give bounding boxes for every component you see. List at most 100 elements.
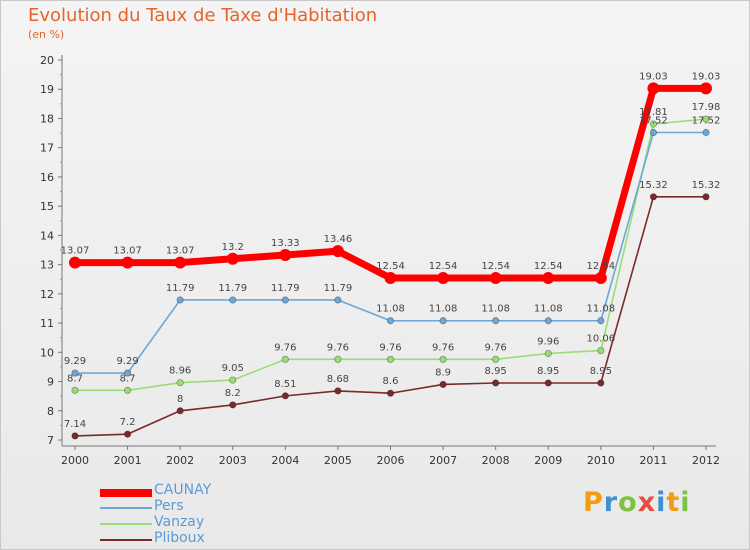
data-label-vanzay: 8.7 [67, 373, 83, 384]
data-point-pers [386, 317, 395, 325]
legend-item-caunay[interactable]: CAUNAY [100, 482, 260, 500]
data-point-vanzay [123, 386, 132, 394]
data-point-pliboux [702, 193, 710, 201]
data-label-pers: 11.08 [587, 304, 616, 315]
data-label-pliboux: 8.51 [274, 379, 296, 390]
data-label-pliboux: 15.32 [692, 180, 721, 191]
data-point-pliboux [386, 389, 395, 397]
data-label-caunay: 13.07 [61, 246, 90, 257]
data-point-vanzay [439, 355, 447, 363]
x-tick-label: 2012 [692, 454, 720, 467]
logo-letter: o [618, 487, 638, 518]
data-label-pliboux: 7.2 [120, 417, 136, 428]
logo-letter: r [603, 487, 619, 518]
proxiti-logo[interactable]: Proxiti [583, 487, 691, 518]
data-label-pliboux: 7.14 [64, 419, 86, 430]
data-point-caunay [647, 82, 660, 95]
data-label-caunay: 13.07 [113, 246, 142, 257]
data-label-pers: 11.79 [324, 283, 353, 294]
data-point-pliboux [229, 401, 237, 409]
legend-label-vanzay: Vanzay [154, 514, 205, 530]
data-point-pliboux [334, 387, 342, 395]
y-tick-label: 10 [40, 346, 54, 359]
data-point-vanzay [702, 115, 710, 123]
data-point-vanzay [71, 386, 79, 394]
data-label-vanzay: 10.06 [587, 334, 616, 345]
x-tick-label: 2004 [271, 454, 299, 467]
data-point-caunay [489, 272, 502, 285]
data-label-pliboux: 8.95 [485, 366, 507, 377]
data-point-pers [334, 296, 342, 304]
x-tick-label: 2001 [114, 454, 142, 467]
data-label-pliboux: 8.95 [590, 366, 612, 377]
data-label-vanzay: 9.76 [432, 342, 454, 353]
data-point-pers [597, 317, 605, 325]
data-label-caunay: 13.33 [271, 238, 300, 249]
data-label-vanzay: 9.76 [327, 342, 349, 353]
data-point-caunay [279, 248, 292, 261]
x-tick-label: 2010 [587, 454, 615, 467]
y-tick-label: 7 [47, 434, 54, 447]
data-label-caunay: 13.2 [222, 242, 244, 253]
data-point-caunay [384, 272, 397, 285]
legend-item-pliboux[interactable]: Pliboux [100, 530, 260, 548]
data-label-caunay: 13.46 [324, 234, 353, 245]
data-point-caunay [331, 245, 344, 258]
data-label-caunay: 12.54 [429, 261, 458, 272]
y-tick-label: 13 [40, 259, 54, 272]
data-point-caunay [121, 256, 134, 269]
data-point-pliboux [123, 430, 132, 438]
data-label-pers: 17.52 [692, 115, 721, 126]
data-label-pers: 11.08 [481, 304, 510, 315]
data-label-pers: 17.52 [639, 115, 668, 126]
data-point-vanzay [334, 355, 342, 363]
data-label-vanzay: 17.98 [692, 102, 721, 113]
data-point-caunay [226, 252, 239, 265]
data-point-vanzay [597, 346, 605, 355]
data-point-pers [649, 128, 658, 137]
data-point-pers [281, 296, 289, 304]
data-label-pliboux: 8.9 [435, 367, 451, 378]
data-label-caunay: 19.03 [692, 71, 721, 82]
data-point-pliboux [597, 379, 605, 387]
data-point-caunay [594, 272, 607, 285]
y-tick-label: 11 [40, 317, 54, 330]
data-label-vanzay: 9.05 [222, 363, 244, 374]
legend-item-pers[interactable]: Pers [100, 498, 260, 516]
legend-item-vanzay[interactable]: Vanzay [100, 514, 260, 532]
y-tick-label: 8 [47, 405, 54, 418]
legend-swatch-pers [100, 507, 152, 509]
data-label-pers: 9.29 [116, 356, 138, 367]
y-tick-label: 9 [47, 376, 54, 389]
x-tick-label: 2009 [534, 454, 562, 467]
data-point-vanzay [386, 355, 395, 363]
y-tick-label: 17 [40, 142, 54, 155]
data-label-caunay: 19.03 [639, 71, 668, 82]
y-tick-label: 20 [40, 54, 54, 67]
data-label-caunay: 12.54 [481, 261, 510, 272]
x-tick-label: 2007 [429, 454, 457, 467]
data-point-pers [492, 317, 500, 325]
logo-letter: i [680, 487, 691, 518]
x-tick-label: 2002 [166, 454, 194, 467]
legend-swatch-pliboux [100, 539, 152, 541]
data-point-pers [123, 369, 132, 377]
y-tick-label: 18 [40, 112, 54, 125]
data-label-pers: 11.79 [218, 283, 247, 294]
y-tick-label: 15 [40, 200, 54, 213]
data-label-pers: 11.08 [429, 304, 458, 315]
legend-label-caunay: CAUNAY [154, 482, 212, 498]
data-point-pers [702, 128, 710, 137]
data-point-vanzay [492, 355, 500, 363]
y-tick-label: 16 [40, 171, 54, 184]
data-label-vanzay: 8.96 [169, 366, 191, 377]
x-tick-label: 2006 [377, 454, 405, 467]
data-label-vanzay: 9.76 [379, 342, 401, 353]
x-tick-label: 2005 [324, 454, 352, 467]
logo-letter: x [637, 487, 657, 518]
data-point-caunay [700, 82, 712, 95]
data-label-pers: 11.08 [376, 304, 405, 315]
data-point-pliboux [281, 392, 289, 400]
data-label-pliboux: 8.68 [327, 374, 349, 385]
